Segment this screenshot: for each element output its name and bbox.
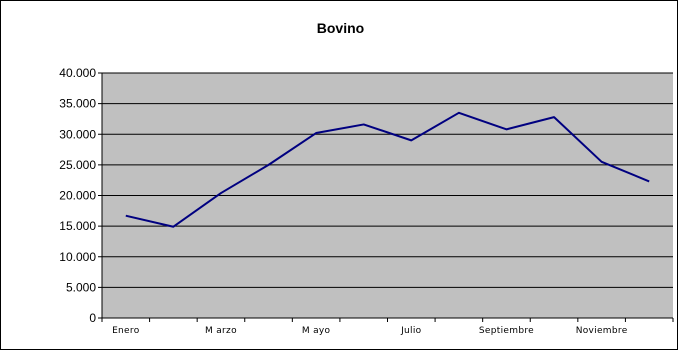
y-tick-label: 15.000 xyxy=(59,219,96,233)
x-tick-label: Noviembre xyxy=(576,326,628,336)
series xyxy=(125,111,650,228)
x-tick-label: M ayo xyxy=(302,326,331,336)
series-line xyxy=(125,111,650,228)
y-tick-label: 40.000 xyxy=(59,66,96,80)
axes xyxy=(101,73,674,322)
x-tick-label: Julio xyxy=(400,326,422,336)
y-tick-labels: 0 5.000 10.000 15.000 20.000 25.000 30.000 35.0… xyxy=(59,66,96,325)
y-tick-label: 25.000 xyxy=(59,158,96,172)
y-tick-label: 0 xyxy=(89,311,96,325)
y-tick-label: 20.000 xyxy=(59,189,96,203)
chart-title: Bovino xyxy=(316,20,365,36)
x-tick-label: M arzo xyxy=(205,326,237,336)
x-tick-label: Enero xyxy=(112,326,140,336)
y-tick-label: 30.000 xyxy=(59,127,96,141)
y-tick-label: 5.000 xyxy=(66,280,96,294)
y-tick-label: 35.000 xyxy=(59,97,96,111)
gridlines xyxy=(98,72,673,319)
y-tick-label: 10.000 xyxy=(59,250,96,264)
x-tick-labels: Enero M arzo M ayo Julio Septiembre Noviembre xyxy=(112,326,628,336)
x-tick-label: Septiembre xyxy=(479,326,534,336)
